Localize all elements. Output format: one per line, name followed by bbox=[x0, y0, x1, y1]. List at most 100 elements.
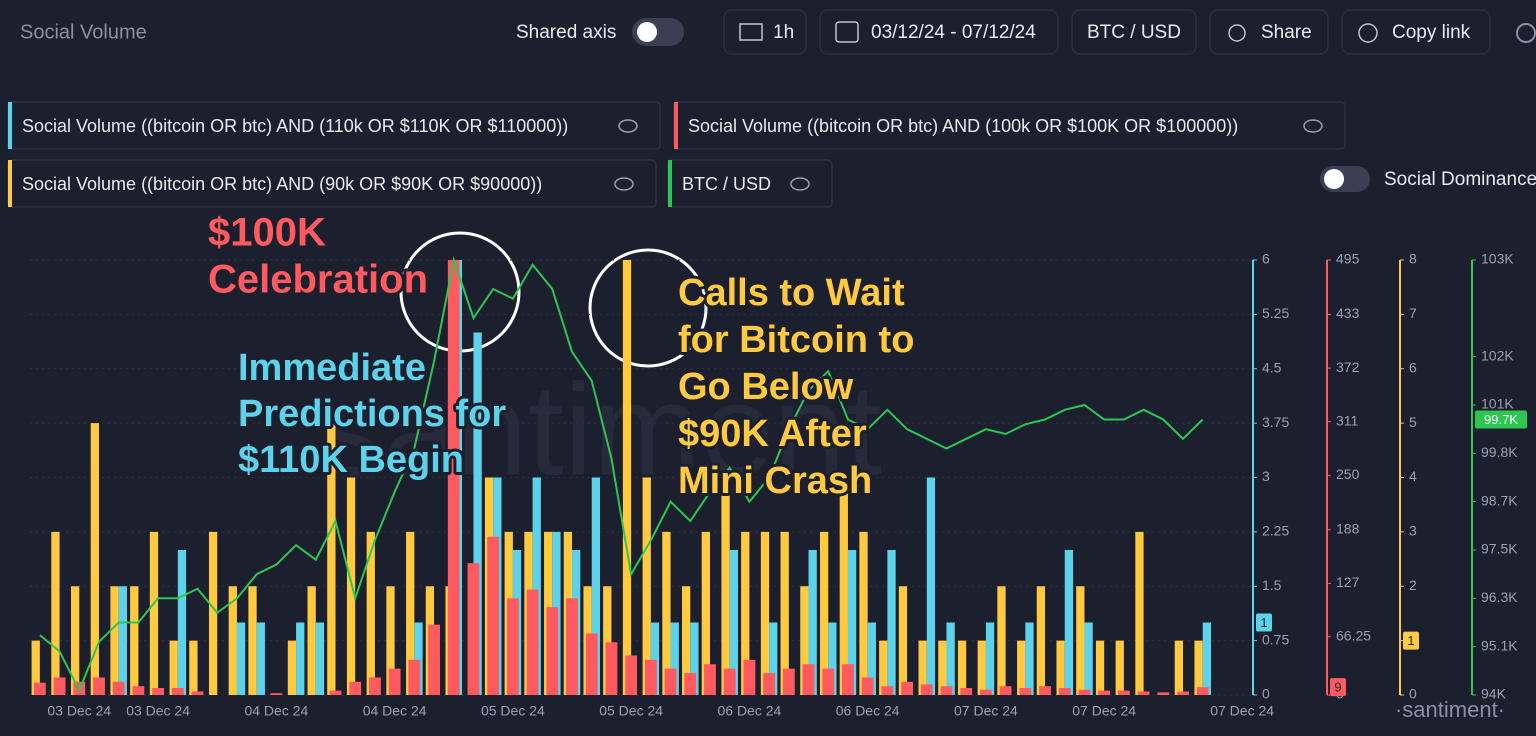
bar bbox=[847, 550, 857, 695]
visibility-icon bbox=[790, 177, 810, 191]
bar bbox=[189, 640, 198, 695]
last-value-label: 1 bbox=[1407, 633, 1414, 648]
bar bbox=[447, 260, 460, 695]
bar bbox=[408, 659, 421, 695]
pair-button[interactable] bbox=[1071, 9, 1197, 55]
bar bbox=[532, 477, 541, 695]
bar bbox=[808, 550, 817, 695]
bar bbox=[31, 640, 40, 695]
bar bbox=[926, 477, 936, 695]
bar bbox=[53, 677, 66, 695]
last-value-badge bbox=[1475, 410, 1527, 429]
interval-icon bbox=[739, 23, 763, 41]
annotation-line: Immediate bbox=[238, 347, 426, 389]
x-tick-label: 04 Dec 24 bbox=[244, 703, 308, 719]
share-button[interactable] bbox=[1209, 9, 1329, 55]
bar bbox=[369, 677, 381, 695]
bar bbox=[329, 690, 342, 695]
visibility-icon bbox=[614, 177, 634, 191]
y-tick-label: 127 bbox=[1336, 574, 1360, 590]
bar bbox=[386, 586, 395, 695]
annotation-line: Mini Crash bbox=[678, 460, 872, 502]
x-tick-label: 03 Dec 24 bbox=[47, 703, 111, 719]
last-value-badge bbox=[1256, 613, 1272, 632]
y-tick-label: 4 bbox=[1409, 468, 1417, 484]
legend-label: Social Volume ((bitcoin OR btc) AND (110… bbox=[22, 116, 568, 136]
date-button[interactable] bbox=[819, 9, 1059, 55]
y-tick-label: 102K bbox=[1481, 347, 1514, 363]
bar bbox=[605, 642, 618, 695]
settings-icon[interactable] bbox=[1516, 23, 1536, 43]
x-tick-label: 05 Dec 24 bbox=[481, 703, 545, 719]
bar bbox=[428, 624, 440, 695]
bar bbox=[769, 622, 778, 695]
last-value-badge bbox=[1330, 678, 1346, 697]
bar bbox=[901, 681, 913, 695]
bar bbox=[1117, 690, 1130, 695]
bar bbox=[999, 686, 1012, 695]
bar bbox=[1056, 640, 1065, 695]
copy-link-label: Copy link bbox=[1392, 22, 1471, 43]
bar bbox=[701, 531, 710, 695]
brand: ·santiment· bbox=[1395, 697, 1505, 722]
bar bbox=[670, 622, 679, 695]
bar bbox=[1064, 550, 1074, 695]
bar bbox=[473, 332, 482, 695]
bar bbox=[346, 477, 356, 695]
bar bbox=[898, 586, 908, 695]
y-tick-label: 433 bbox=[1336, 305, 1360, 321]
bar bbox=[467, 563, 480, 695]
bar bbox=[802, 664, 815, 695]
bar bbox=[622, 260, 632, 695]
highlight-circle bbox=[588, 248, 708, 368]
x-tick-label: 04 Dec 24 bbox=[363, 703, 427, 719]
bar bbox=[1137, 691, 1150, 695]
bar bbox=[859, 531, 868, 695]
annotation-line: Predictions for bbox=[238, 393, 506, 435]
bar bbox=[287, 640, 297, 695]
bar bbox=[938, 640, 947, 695]
y-tick-label: 96.3K bbox=[1481, 589, 1518, 605]
bar bbox=[721, 477, 730, 695]
bar bbox=[169, 640, 178, 695]
bar bbox=[248, 586, 257, 695]
bar bbox=[1115, 640, 1124, 695]
copy-link-button[interactable] bbox=[1341, 9, 1491, 55]
bar bbox=[526, 589, 539, 695]
legend-swatch bbox=[668, 160, 672, 207]
legend-swatch bbox=[8, 160, 12, 207]
x-tick-label: 07 Dec 24 bbox=[1210, 703, 1274, 719]
bar bbox=[642, 477, 651, 695]
bar bbox=[1084, 622, 1093, 695]
interval-button[interactable] bbox=[723, 9, 807, 55]
last-value-label: 99.7K bbox=[1484, 412, 1518, 427]
bar bbox=[644, 659, 657, 695]
x-tick-label: 06 Dec 24 bbox=[836, 703, 900, 719]
x-tick-label: 06 Dec 24 bbox=[717, 703, 781, 719]
dominance-label: Social Dominance bbox=[1384, 169, 1536, 190]
bar bbox=[822, 668, 835, 695]
annotation-line: Go Below bbox=[678, 366, 854, 408]
bar bbox=[957, 640, 967, 695]
bar bbox=[1019, 687, 1032, 695]
visibility-icon bbox=[1303, 119, 1323, 133]
y-tick-label: 188 bbox=[1336, 520, 1360, 536]
y-tick-label: 3 bbox=[1409, 523, 1417, 539]
bar bbox=[763, 673, 776, 695]
bar bbox=[70, 586, 80, 695]
y-tick-label: 5.25 bbox=[1262, 305, 1289, 321]
calendar-icon bbox=[835, 21, 859, 43]
annotation-line: $90K After bbox=[678, 413, 867, 455]
share-label: Share bbox=[1261, 22, 1312, 43]
y-tick-label: 3 bbox=[1262, 468, 1270, 484]
bar bbox=[887, 550, 896, 695]
bar bbox=[664, 668, 677, 695]
bar bbox=[743, 659, 756, 695]
bar bbox=[1058, 687, 1071, 695]
bar bbox=[690, 622, 699, 695]
bar bbox=[112, 681, 125, 695]
bar bbox=[940, 686, 953, 695]
bar bbox=[228, 586, 237, 695]
bar bbox=[307, 586, 316, 695]
bar bbox=[1095, 640, 1105, 695]
